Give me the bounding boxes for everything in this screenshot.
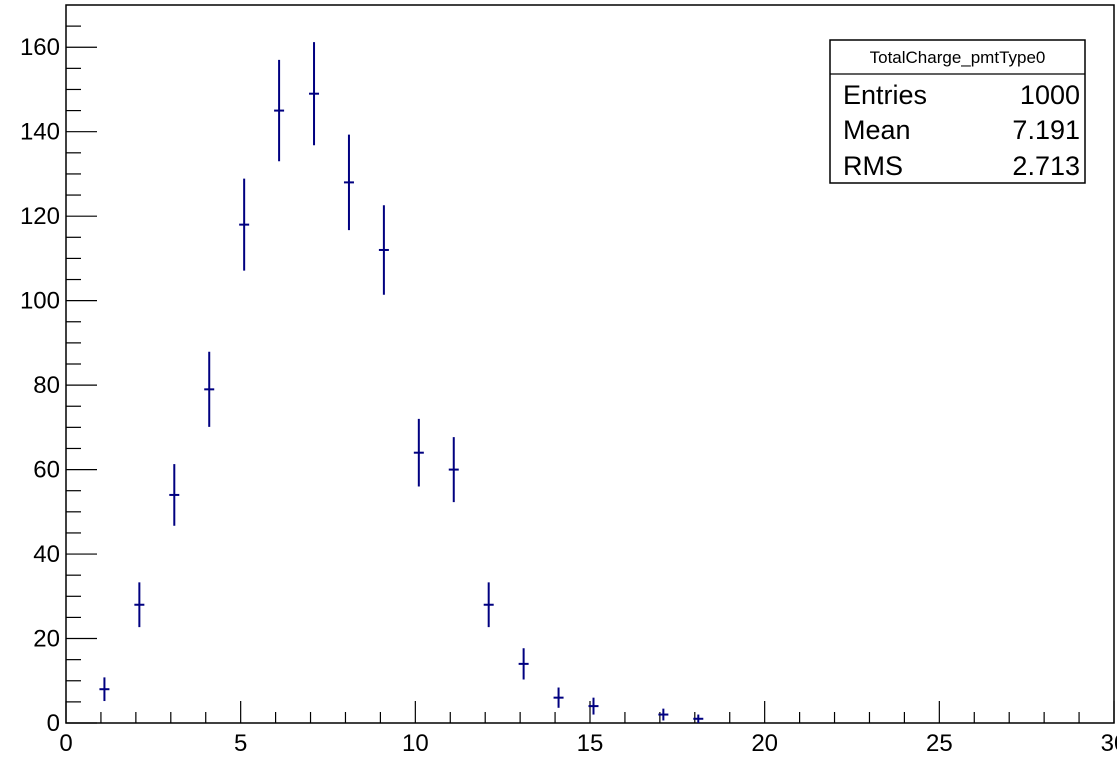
stats-box-title: TotalCharge_pmtType0	[870, 48, 1046, 67]
y-tick-label: 0	[47, 710, 60, 737]
x-tick-label: 10	[402, 730, 429, 757]
data-point	[483, 582, 494, 628]
stats-box: TotalCharge_pmtType0 Entries 1000 Mean 7…	[829, 39, 1086, 184]
data-point	[169, 464, 180, 526]
data-point	[413, 418, 424, 487]
x-tick-label: 20	[751, 730, 778, 757]
stats-entries-label: Entries	[843, 80, 927, 110]
x-tick-label: 30	[1101, 730, 1117, 757]
x-tick-label: 5	[234, 730, 247, 757]
data-point	[693, 714, 704, 723]
x-tick-label: 25	[926, 730, 953, 757]
data-point	[309, 42, 320, 146]
stats-rms-label: RMS	[843, 151, 903, 181]
data-point	[99, 677, 110, 702]
data-point	[658, 708, 669, 721]
y-tick-label: 160	[20, 34, 60, 61]
y-tick-label: 40	[33, 541, 60, 568]
data-point	[378, 205, 389, 295]
stats-mean-label: Mean	[843, 115, 911, 145]
data-point	[204, 351, 215, 427]
data-point	[553, 687, 564, 708]
y-tick-label: 60	[33, 457, 60, 484]
y-tick-label: 20	[33, 626, 60, 653]
y-tick-label: 140	[20, 119, 60, 146]
y-tick-label: 80	[33, 372, 60, 399]
y-tick-label: 120	[20, 203, 60, 230]
y-tick-label: 100	[20, 288, 60, 315]
stats-box-frame	[829, 39, 1086, 184]
x-tick-label: 15	[577, 730, 604, 757]
x-tick-label: 0	[59, 730, 72, 757]
stats-rms-value: 2.713	[1012, 151, 1080, 181]
data-point	[134, 582, 145, 628]
data-point	[448, 437, 459, 503]
data-point	[274, 59, 285, 162]
data-point	[239, 178, 250, 271]
stats-entries-value: 1000	[1020, 80, 1080, 110]
stats-mean-value: 7.191	[1012, 115, 1080, 145]
axes: 0 5 10 15 20 25 30 0 20 40 60 80 100 120 140 160	[20, 25, 1117, 757]
data-point	[588, 697, 599, 715]
data-point	[343, 134, 354, 231]
data-point	[518, 648, 529, 680]
data-markers	[99, 42, 704, 723]
